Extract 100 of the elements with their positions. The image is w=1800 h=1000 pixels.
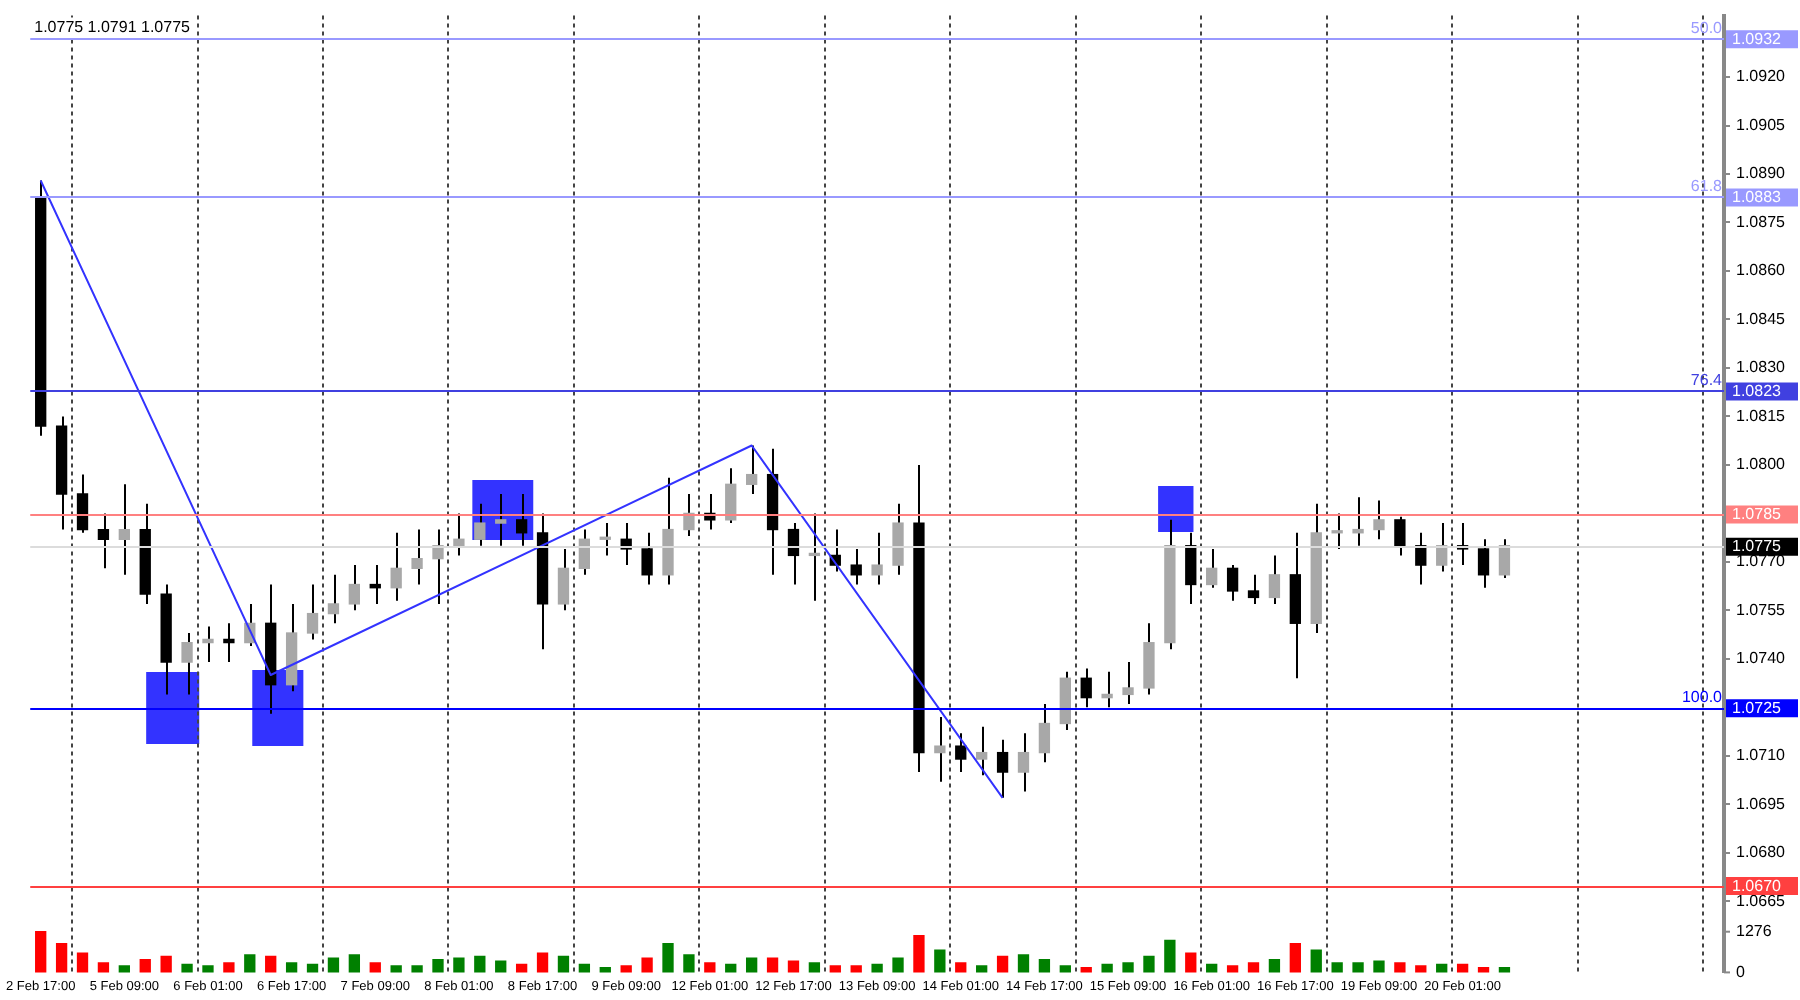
candlestick (996, 738, 1009, 799)
y-tick-label: 1.0770 (1736, 552, 1787, 571)
y-tick-label: 1.0905 (1736, 115, 1787, 134)
candlestick (327, 573, 340, 625)
bar (725, 963, 737, 973)
bar (1206, 963, 1218, 973)
candlestick (1059, 670, 1071, 731)
candlestick (181, 632, 193, 696)
bar (223, 962, 235, 973)
annotation: 100.0 (1681, 687, 1724, 706)
y-tick-label: 1.0860 (1736, 261, 1787, 280)
bar (348, 954, 361, 973)
bar (244, 954, 256, 973)
bar (578, 963, 591, 973)
candlestick (892, 502, 904, 576)
y-tick-label: 1.0875 (1736, 212, 1787, 231)
bar (76, 952, 89, 973)
bar (139, 958, 151, 973)
bar (1352, 962, 1364, 973)
bar (955, 962, 967, 973)
candlestick (1185, 531, 1197, 605)
y-tick-label: 1.0890 (1736, 164, 1787, 183)
candlestick (390, 531, 402, 602)
bar (181, 963, 193, 973)
bar (641, 957, 653, 973)
candlestick (1477, 538, 1490, 589)
candlestick (1122, 661, 1134, 706)
ref-line-label: 1.0932 (1732, 29, 1783, 48)
candlestick (76, 473, 89, 534)
y-tick-label: 1.0755 (1736, 600, 1787, 619)
bar (1310, 949, 1322, 973)
candlestick (1017, 732, 1030, 793)
bar (1415, 965, 1427, 973)
candlestick (202, 625, 214, 664)
bar (829, 965, 841, 973)
candlestick (1143, 622, 1155, 696)
bar (1017, 954, 1030, 973)
candlestick (1101, 670, 1113, 709)
ref-line-label: 1.0725 (1732, 698, 1783, 717)
candlestick (976, 725, 988, 777)
y-tick-label: 1.0845 (1736, 309, 1787, 328)
bar (934, 949, 946, 973)
bar (1331, 962, 1343, 973)
y-tick-label: 1.0710 (1736, 746, 1787, 765)
annotation: 1.0775 1.0791 1.0775 (34, 18, 192, 37)
bar (1436, 963, 1448, 973)
bar (746, 957, 758, 973)
candlestick (934, 716, 946, 783)
bar (515, 963, 528, 973)
y-tick-label: 1.0830 (1736, 358, 1787, 377)
bar (996, 955, 1009, 973)
y-tick-label: 1.0800 (1736, 455, 1787, 474)
bar (1289, 943, 1301, 973)
ref-line-label: 1.0670 (1732, 876, 1783, 895)
candlestick (871, 531, 883, 586)
bar (55, 943, 68, 973)
bar (35, 931, 47, 973)
candlestick (1498, 538, 1511, 580)
bar (1164, 939, 1176, 973)
candlestick (348, 564, 361, 612)
bar (1268, 958, 1281, 973)
bar (453, 957, 465, 973)
y-tick-label: 1.0695 (1736, 794, 1787, 813)
bar (202, 965, 214, 973)
bar (432, 958, 444, 973)
bar (1122, 962, 1134, 973)
candlestick (1080, 667, 1092, 709)
candlestick (1394, 515, 1406, 557)
bar (1101, 963, 1113, 973)
bar (976, 965, 988, 973)
bar (369, 962, 381, 973)
candlestick (578, 528, 591, 576)
bar (536, 952, 549, 973)
bar (913, 935, 925, 973)
bar (557, 955, 570, 973)
ref-line-label: 1.0785 (1732, 504, 1783, 523)
candlestick (955, 732, 967, 773)
bar (871, 963, 883, 973)
bar (265, 955, 277, 973)
candlestick (1247, 573, 1260, 605)
bar (160, 955, 172, 973)
candlestick (118, 483, 130, 576)
bar (1059, 965, 1071, 973)
bar (1394, 962, 1406, 973)
y-tick-label: 1.0740 (1736, 649, 1787, 668)
candlestick (306, 583, 319, 641)
candlestick (725, 467, 737, 525)
candlestick (474, 502, 486, 547)
bar (474, 955, 486, 973)
candlestick (850, 547, 862, 586)
candlestick (1331, 512, 1343, 550)
candlestick (683, 493, 695, 538)
y-tick-label: 1.0680 (1736, 843, 1787, 862)
candlestick (1206, 547, 1218, 589)
bar (97, 962, 110, 973)
candlestick (1268, 554, 1281, 605)
annotation: 50.0 (1690, 18, 1724, 37)
annotation: 61.8 (1690, 177, 1724, 196)
bar (892, 957, 904, 973)
bar (306, 963, 319, 973)
